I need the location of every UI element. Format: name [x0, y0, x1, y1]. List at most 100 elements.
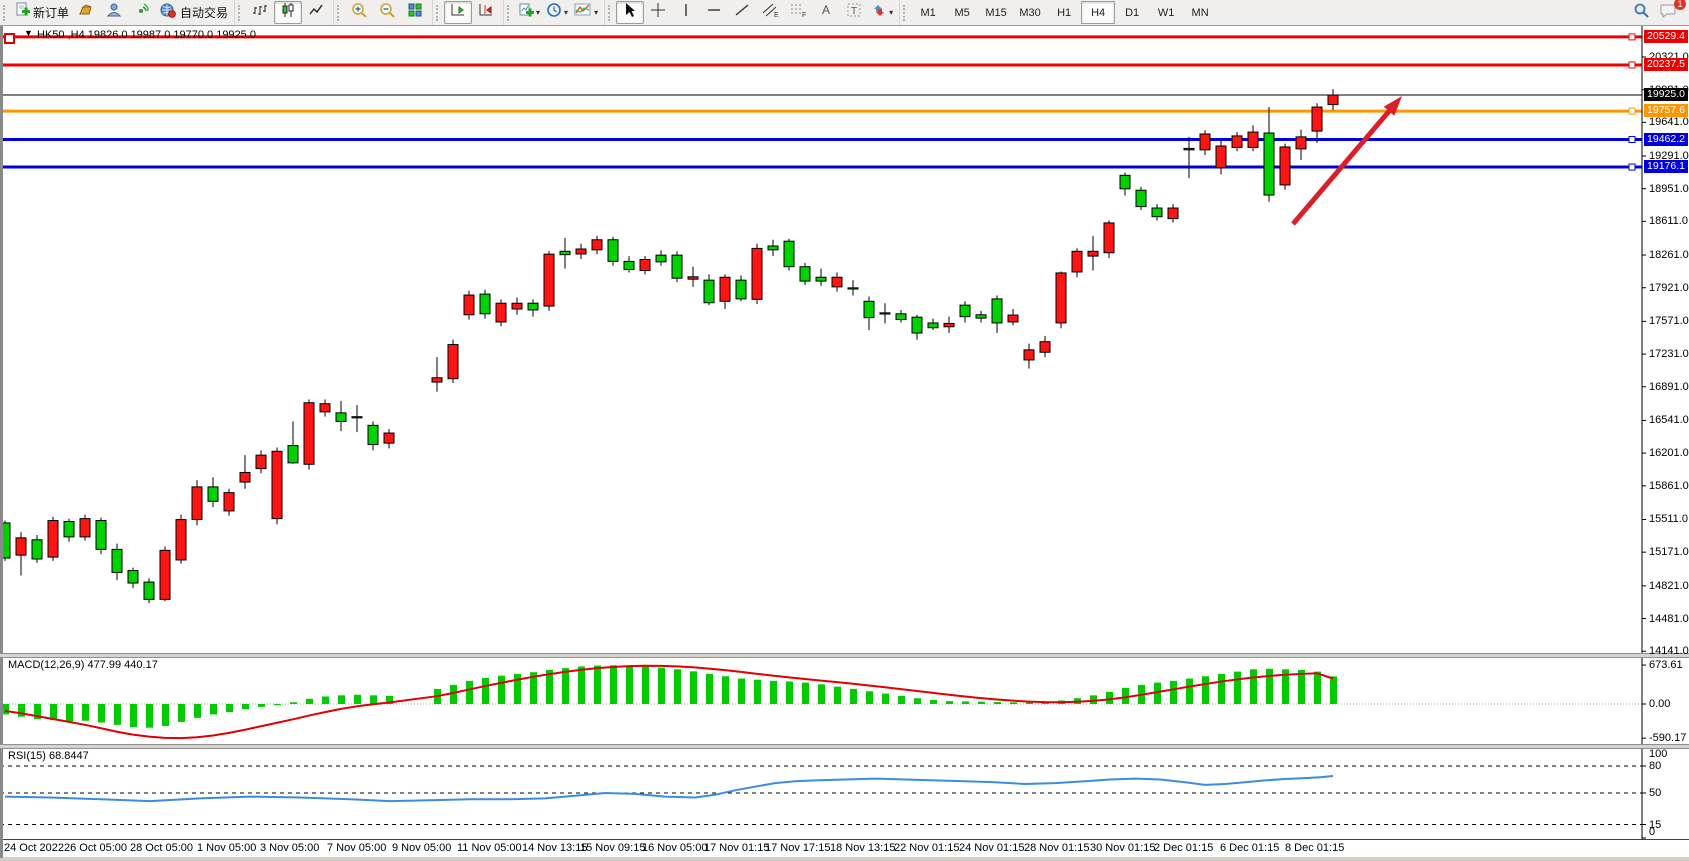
- symbol-marker-icon: ▼: [24, 28, 33, 38]
- pane-separator-rsi[interactable]: [0, 744, 1689, 749]
- equidistant-channel-icon: E: [761, 2, 779, 23]
- time-axis-label: 15 Nov 09:15: [580, 842, 646, 854]
- chart-shift-button[interactable]: [472, 1, 500, 24]
- vertical-line-icon: [680, 2, 692, 23]
- trend-arrow-annotation[interactable]: [1291, 96, 1402, 226]
- candlesticks: [0, 89, 1339, 604]
- chevron-down-icon[interactable]: ▾: [889, 8, 894, 17]
- profiles-clock-icon: [546, 2, 562, 23]
- time-axis-strip[interactable]: [0, 839, 1689, 858]
- chart-canvas[interactable]: [0, 26, 1689, 861]
- chevron-down-icon[interactable]: ▾: [564, 8, 569, 17]
- window-bottom-edge: [0, 857, 1689, 861]
- crosshair-button[interactable]: [644, 1, 672, 24]
- time-axis-label: 2 Dec 01:15: [1154, 842, 1214, 854]
- timeframe-button-d1[interactable]: D1: [1125, 6, 1140, 19]
- price-tick-label: 15511.0: [1649, 513, 1688, 526]
- toolbar: 新订单 自动交易: [0, 0, 1689, 26]
- time-axis-label: 11 Nov 05:00: [457, 842, 522, 854]
- market-depth-icon: [78, 2, 94, 23]
- new-order-button[interactable]: 新订单: [11, 1, 72, 24]
- search-icon: [1633, 2, 1650, 23]
- time-axis-label: 24 Oct 2022: [4, 842, 64, 854]
- price-tick-label: 17921.0: [1649, 281, 1689, 294]
- fibonacci-button[interactable]: F: [784, 1, 812, 24]
- text-icon: A: [819, 2, 833, 23]
- timeframe-button-h1[interactable]: H1: [1057, 6, 1072, 19]
- price-tick-label: 15861.0: [1649, 479, 1689, 492]
- candlestick-chart-button[interactable]: [274, 1, 303, 24]
- equidistant-channel-button[interactable]: E: [756, 1, 784, 24]
- price-tick-label: 14141.0: [1649, 645, 1689, 658]
- timeframe-button-m5[interactable]: M5: [954, 6, 970, 19]
- toolbar-grip: [238, 4, 243, 21]
- time-axis-label: 3 Nov 05:00: [260, 842, 320, 854]
- time-axis-label: 26 Oct 05:00: [64, 842, 127, 854]
- macd-pane: [0, 664, 1642, 740]
- text-button[interactable]: A: [812, 1, 840, 24]
- price-tick-label: 17231.0: [1649, 348, 1689, 361]
- bar-chart-icon: [252, 2, 268, 23]
- search-button[interactable]: [1627, 1, 1655, 24]
- chart-title: HK50 ,H4 19826.0 19987.0 19770.0 19925.0: [37, 29, 256, 41]
- pane-separator-macd[interactable]: [0, 653, 1689, 658]
- toolbar-group-chart-type: [234, 0, 333, 25]
- macd-tick-label: 0.00: [1649, 697, 1671, 710]
- macd-tick-label: -590.17: [1649, 732, 1687, 744]
- new-chart-button[interactable]: ▾: [515, 1, 543, 24]
- indicators-icon: [574, 2, 592, 23]
- price-tick-label: 15171.0: [1649, 546, 1689, 559]
- market-depth-button[interactable]: [72, 1, 100, 24]
- timeframe-button-mn[interactable]: MN: [1191, 6, 1209, 19]
- time-axis-label: 9 Nov 05:00: [392, 842, 452, 854]
- auto-scroll-button[interactable]: [444, 1, 473, 24]
- bar-chart-button[interactable]: [246, 1, 274, 24]
- zoom-in-button[interactable]: [345, 1, 373, 24]
- rsi-tick-label: 50: [1649, 787, 1662, 799]
- rsi-tick-label: 100: [1649, 748, 1668, 760]
- profiles-button[interactable]: ▾: [543, 1, 571, 24]
- toolbar-grip: [608, 4, 613, 21]
- chart-shift-icon: [478, 2, 494, 23]
- trendline-button[interactable]: [728, 1, 756, 24]
- notification-count-badge: 1: [1674, 0, 1686, 10]
- price-tick-label: 16201.0: [1649, 447, 1689, 460]
- time-axis-label: 30 Nov 01:15: [1090, 842, 1156, 854]
- zoom-out-button[interactable]: [373, 1, 401, 24]
- line-chart-button[interactable]: [302, 1, 330, 24]
- chevron-down-icon[interactable]: ▾: [536, 8, 541, 17]
- horizontal-lines[interactable]: [0, 33, 1642, 171]
- horizontal-line-icon: [706, 2, 722, 23]
- toolbar-grip: [337, 4, 342, 21]
- timeframe-button-m30[interactable]: M30: [1019, 6, 1041, 19]
- hline-selection-handle[interactable]: [4, 33, 15, 44]
- vertical-line-button[interactable]: [672, 1, 700, 24]
- strategy-tester-button[interactable]: [100, 1, 128, 24]
- horizontal-line-button[interactable]: [700, 1, 728, 24]
- rsi-pane: [0, 765, 1642, 825]
- zoom-out-icon: [379, 2, 396, 23]
- signals-button[interactable]: [128, 1, 156, 24]
- timeframe-button-m1[interactable]: M1: [920, 6, 936, 19]
- auto-scroll-icon: [450, 2, 466, 23]
- timeframe-buttons: M1 M5 M15 M30 H1 H4 D1 W1 MN: [911, 1, 1217, 24]
- tile-windows-button[interactable]: [401, 1, 429, 24]
- timeframe-button-m15[interactable]: M15: [985, 6, 1007, 19]
- rsi-tick-label: 15: [1649, 818, 1662, 831]
- notifications-button[interactable]: 1: [1655, 0, 1686, 24]
- price-tick-label: 19641.0: [1649, 116, 1689, 129]
- svg-text:T: T: [851, 6, 857, 17]
- indicators-button[interactable]: ▾: [571, 1, 601, 24]
- chevron-down-icon[interactable]: ▾: [594, 8, 599, 17]
- chart-left-border: [0, 26, 3, 858]
- timeframe-button-h4[interactable]: H4: [1081, 1, 1116, 24]
- arrows-button[interactable]: ▾: [868, 1, 896, 24]
- time-axis-label: 6 Dec 01:15: [1220, 842, 1280, 854]
- rsi-indicator-label: RSI(15) 68.8447: [8, 750, 89, 762]
- price-badge-19925.0: 19925.0: [1644, 88, 1688, 102]
- cursor-button[interactable]: [616, 1, 645, 24]
- timeframe-button-w1[interactable]: W1: [1157, 6, 1175, 19]
- auto-trading-button[interactable]: 自动交易: [156, 1, 231, 24]
- time-axis-label: 8 Dec 01:15: [1285, 842, 1345, 854]
- text-label-button[interactable]: T: [840, 1, 868, 24]
